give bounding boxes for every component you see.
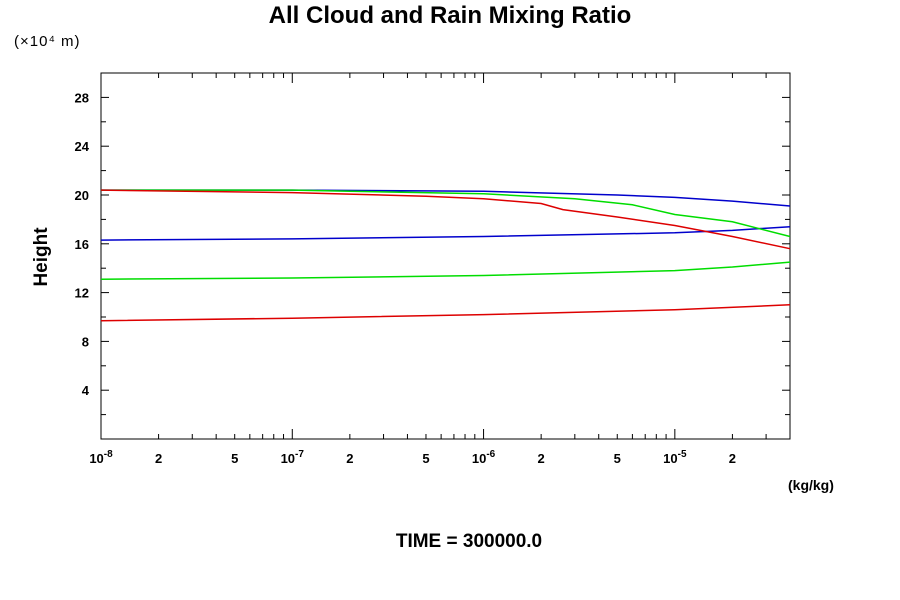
x-tick-label-exponent: -8: [104, 449, 113, 460]
x-tick-label: 2: [729, 451, 736, 466]
series-line-2: [100, 225, 791, 241]
plot-frame: [100, 72, 791, 440]
chart-title: All Cloud and Rain Mixing Ratio: [268, 2, 632, 29]
x-tick-label-base: 2: [155, 451, 162, 466]
y-tick-label: 8: [82, 334, 89, 349]
x-tick-label-exponent: -7: [295, 449, 304, 460]
y-tick-label: 20: [75, 188, 89, 203]
y-tick-label: 16: [75, 237, 89, 252]
y-tick-label: 24: [75, 139, 90, 154]
x-tick-label-exponent: -5: [678, 449, 687, 460]
x-tick-label: 2: [155, 451, 162, 466]
x-tick-label-base: 10: [89, 451, 103, 466]
y-tick-label: 12: [75, 286, 89, 301]
x-tick-label: 10-5: [663, 449, 687, 466]
y-tick-label: 28: [75, 90, 89, 105]
x-tick-label-base: 5: [614, 451, 621, 466]
x-tick-label: 5: [614, 451, 621, 466]
x-tick-label: 10-7: [281, 449, 305, 466]
x-tick-label-base: 2: [346, 451, 353, 466]
x-tick-label-exponent: -6: [486, 449, 495, 460]
y-axis: 4 8 12 16 20 24 28: [75, 90, 790, 416]
time-footer: TIME = 300000.0: [395, 531, 543, 552]
x-tick-label-base: 10: [472, 451, 486, 466]
x-tick-label: 10-6: [472, 449, 496, 466]
x-tick-label-base: 2: [538, 451, 545, 466]
series-line-6: [100, 304, 791, 322]
series-line-3: [101, 189, 791, 238]
series-line-4: [100, 261, 791, 280]
x-tick-label: 10-8: [89, 449, 113, 466]
x-tick-label-base: 5: [231, 451, 238, 466]
y-unit-label: (×10⁴ m): [14, 33, 81, 50]
x-axis: 10-8 2 5 10-7 2 5 10-6 2 5 10-5 2: [89, 73, 791, 466]
series-lines: [100, 189, 791, 322]
x-tick-label-base: 10: [281, 451, 295, 466]
x-unit-label: (kg/kg): [788, 477, 834, 493]
x-tick-label: 5: [422, 451, 429, 466]
x-tick-label-base: 2: [729, 451, 736, 466]
x-tick-label: 5: [231, 451, 238, 466]
x-tick-label: 2: [538, 451, 545, 466]
x-tick-label: 2: [346, 451, 353, 466]
y-tick-label: 4: [82, 383, 90, 398]
x-tick-label-base: 10: [663, 451, 677, 466]
x-tick-label-base: 5: [422, 451, 429, 466]
series-line-5: [100, 189, 791, 250]
